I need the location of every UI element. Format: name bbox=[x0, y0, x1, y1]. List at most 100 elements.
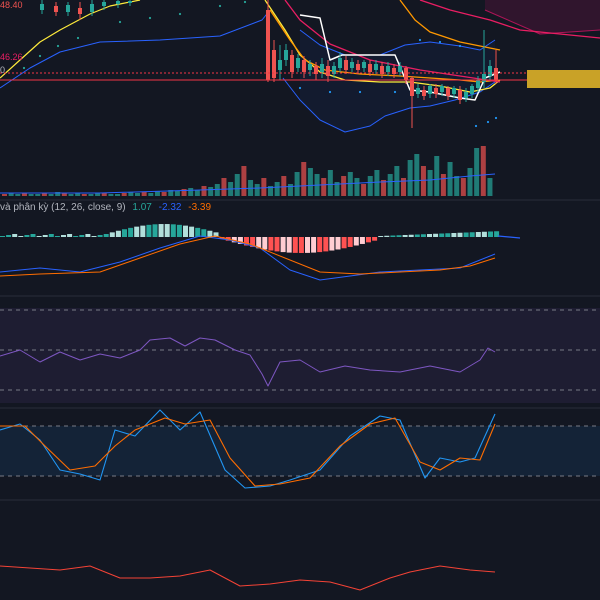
macd-histogram-bar bbox=[195, 227, 201, 237]
volume-bar bbox=[407, 160, 413, 196]
macd-histogram-bar bbox=[451, 233, 457, 237]
macd-histogram-bar bbox=[427, 234, 432, 237]
candle-body bbox=[308, 64, 312, 70]
volume-bar bbox=[188, 188, 194, 196]
sar-dot bbox=[474, 124, 478, 128]
volume-bar bbox=[95, 193, 101, 196]
macd-histogram-bar bbox=[329, 237, 335, 251]
macd-histogram-bar bbox=[250, 237, 256, 247]
sar-dot bbox=[178, 12, 182, 16]
cloud-area bbox=[485, 0, 600, 34]
macd-title: và phân kỳ (12, 26, close, 9) bbox=[0, 202, 126, 213]
macd-histogram-bar bbox=[109, 232, 115, 237]
candle-body bbox=[362, 62, 366, 68]
candle-body bbox=[296, 58, 300, 68]
candle-body bbox=[266, 10, 270, 80]
candle-body bbox=[54, 6, 58, 12]
candle-body bbox=[458, 90, 462, 100]
macd-histogram-bar bbox=[268, 237, 274, 251]
candle-body bbox=[40, 4, 44, 10]
macd-histogram-bar bbox=[42, 235, 48, 237]
volume-bar bbox=[135, 193, 140, 196]
macd-histogram-bar bbox=[79, 235, 85, 237]
volume-bar bbox=[128, 192, 134, 196]
volume-bar bbox=[168, 190, 174, 196]
volume-bar bbox=[141, 192, 147, 196]
candle-body bbox=[128, 1, 132, 3]
macd-histogram-bar bbox=[237, 237, 243, 244]
macd-histogram-bar bbox=[433, 233, 439, 237]
volume-bar bbox=[420, 166, 426, 196]
macd-histogram-bar bbox=[317, 237, 323, 253]
macd-histogram-bar bbox=[323, 237, 329, 252]
macd-histogram-bar bbox=[146, 224, 152, 237]
price-marker bbox=[527, 70, 600, 88]
candle-body bbox=[338, 58, 342, 68]
macd-histogram-bar bbox=[122, 229, 127, 237]
volume-bar bbox=[115, 194, 121, 196]
macd-histogram-bar bbox=[262, 237, 268, 250]
macd-histogram-bar bbox=[24, 235, 30, 237]
candle-body bbox=[116, 1, 120, 4]
macd-histogram-bar bbox=[73, 236, 79, 237]
volume-bar bbox=[181, 189, 187, 196]
volume-bar bbox=[88, 194, 94, 196]
volume-bar bbox=[467, 168, 473, 196]
volume-bars bbox=[0, 146, 496, 196]
candle-body bbox=[464, 92, 468, 98]
macd-histogram-bar bbox=[311, 237, 317, 253]
bb-lower bbox=[282, 77, 496, 133]
sar-dot bbox=[56, 44, 60, 48]
volume-bar bbox=[194, 190, 200, 196]
sar-dot bbox=[76, 36, 80, 40]
volume-bar bbox=[367, 176, 373, 196]
macd-histogram-bar bbox=[48, 234, 54, 237]
volume-bar bbox=[121, 193, 127, 196]
volume-bar bbox=[480, 146, 486, 196]
macd-histogram-bar bbox=[445, 233, 451, 237]
candle-body bbox=[272, 50, 276, 78]
volume-bar bbox=[440, 174, 446, 196]
macd-line-tail bbox=[497, 235, 521, 239]
candle-body bbox=[78, 8, 82, 14]
candle-body bbox=[320, 64, 324, 72]
macd-histogram-bar bbox=[18, 236, 24, 237]
macd-histogram-bar bbox=[183, 225, 188, 237]
candle-body bbox=[314, 66, 318, 74]
volume-bar bbox=[381, 180, 387, 196]
sar-dot bbox=[438, 40, 442, 44]
volume-bar bbox=[487, 178, 493, 196]
macd-histogram-bar bbox=[67, 234, 73, 237]
bottom-indicator bbox=[0, 565, 496, 591]
volume-bar bbox=[21, 193, 27, 196]
macd-histogram-bar bbox=[353, 237, 359, 246]
volume-bar bbox=[261, 178, 267, 196]
candle-body bbox=[356, 64, 360, 70]
macd-histogram-bar bbox=[439, 233, 445, 237]
sar-dot bbox=[458, 44, 462, 48]
volume-bar bbox=[354, 178, 360, 196]
volume-bar bbox=[414, 154, 420, 196]
ma-orange-upper bbox=[399, 0, 501, 51]
volume-bar bbox=[81, 194, 87, 196]
macd-histogram-bar bbox=[256, 237, 262, 249]
bb-lower-left bbox=[0, 9, 271, 89]
macd-histogram-bar bbox=[390, 235, 396, 237]
candle-body bbox=[392, 68, 396, 74]
macd-histogram-bar bbox=[457, 232, 463, 237]
volume-bar bbox=[460, 178, 466, 196]
macd-histogram-bar bbox=[176, 224, 182, 237]
candle-body bbox=[90, 4, 94, 12]
sar-dot bbox=[38, 54, 42, 58]
candlesticks[interactable] bbox=[40, 0, 498, 128]
candle-body bbox=[386, 66, 390, 72]
macd-line-value: -2.32 bbox=[158, 202, 182, 213]
sar-dot bbox=[358, 90, 362, 94]
macd-histogram-bar bbox=[408, 234, 414, 237]
volume-bar bbox=[148, 193, 154, 196]
macd-histogram-bar bbox=[292, 237, 298, 253]
sar-dot bbox=[486, 120, 490, 124]
candle-body bbox=[350, 62, 354, 68]
candle-body bbox=[368, 64, 372, 72]
